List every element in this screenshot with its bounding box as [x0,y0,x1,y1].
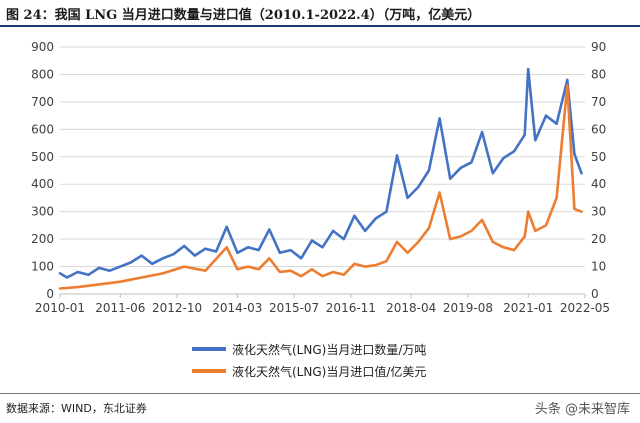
grid-lines [60,46,585,268]
y-left-tick-label: 500 [31,150,54,164]
source-note: 数据来源：WIND，东北证券 [6,402,147,415]
legend-label-value: 液化天然气(LNG)当月进口值/亿美元 [232,364,427,379]
title-divider [0,25,640,27]
y-left-tick-label: 900 [31,40,54,54]
chart-title: 图 24：我国 LNG 当月进口数量与进口值（2010.1-2022.4）（万吨… [6,8,481,23]
legend-swatch-value [192,369,226,373]
y-right-tick-label: 10 [591,260,606,274]
axes [59,293,586,298]
y-left-tick-label: 300 [31,205,54,219]
y-right-tick-label: 30 [591,205,606,219]
y-right-tick-label: 90 [591,40,606,54]
y-left-tick-label: 400 [31,177,54,191]
footer-divider [0,393,640,394]
y-right-tick-label: 20 [591,232,606,246]
x-tick-label: 2016-11 [326,301,376,315]
series-lines [58,67,583,290]
y-left-tick-label: 800 [31,67,54,81]
x-tick-label: 2012-10 [152,301,202,315]
series-line-value [58,84,583,290]
y-right-tick-label: 60 [591,122,606,136]
y-left-tick-label: 600 [31,122,54,136]
x-tick-label: 2010-01 [35,301,85,315]
y-left-tick-label: 100 [31,260,54,274]
legend-item-value: 液化天然气(LNG)当月进口值/亿美元 [192,360,426,382]
series-line-volume [58,67,583,279]
x-tick-label: 2011-06 [95,301,145,315]
tick-labels: 0 100 200 300 400 500 600 700 800 900 0 10 20 30 40 50 6… [31,40,610,315]
x-tick-label: 2022-05 [560,301,610,315]
legend-swatch-volume [192,347,226,351]
y-left-tick-label: 700 [31,95,54,109]
x-tick-label: 2014-03 [212,301,262,315]
x-tick-label: 2018-04 [386,301,436,315]
x-tick-label: 2015-07 [269,301,319,315]
y-right-tick-label: 0 [591,287,599,301]
y-right-tick-label: 40 [591,177,606,191]
chart-legend: 液化天然气(LNG)当月进口数量/万吨 液化天然气(LNG)当月进口值/亿美元 [192,338,426,382]
legend-item-volume: 液化天然气(LNG)当月进口数量/万吨 [192,338,426,360]
line-chart: 0 100 200 300 400 500 600 700 800 900 0 10 20 30 40 50 6… [31,40,610,315]
x-tick-label: 2021-01 [503,301,553,315]
x-tick-label: 2019-08 [443,301,493,315]
y-left-tick-label: 0 [46,287,54,301]
y-right-tick-label: 50 [591,150,606,164]
y-left-tick-label: 200 [31,232,54,246]
y-right-tick-label: 70 [591,95,606,109]
y-right-tick-label: 80 [591,67,606,81]
watermark: 头条 @未来智库 [534,402,630,417]
legend-label-volume: 液化天然气(LNG)当月进口数量/万吨 [232,342,427,357]
